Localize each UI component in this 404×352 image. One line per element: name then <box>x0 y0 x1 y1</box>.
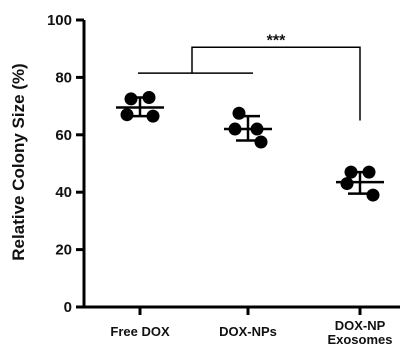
data-point <box>232 106 246 120</box>
x-tick-label: DOX-NPs <box>219 324 277 339</box>
group-1 <box>116 90 164 123</box>
data-point <box>366 188 380 202</box>
data-marks <box>116 90 384 202</box>
data-point <box>120 108 134 122</box>
y-tick-label: 60 <box>55 127 72 144</box>
significance-bracket: *** <box>138 32 361 121</box>
group-2 <box>224 106 272 149</box>
y-tick-label: 40 <box>55 184 72 201</box>
data-point <box>254 135 268 149</box>
y-tick-label: 0 <box>64 299 72 316</box>
data-point <box>146 109 160 123</box>
y-axis-label: Relative Colony Size (%) <box>9 63 28 260</box>
significance-label: *** <box>267 32 286 49</box>
x-tick-label: Free DOX <box>110 324 170 339</box>
group-3 <box>336 165 384 202</box>
y-tick-label: 100 <box>47 12 72 29</box>
bracket-main <box>191 46 361 121</box>
y-tick-label: 80 <box>55 69 72 86</box>
x-tick-label: Exosomes <box>327 332 392 347</box>
data-point <box>340 177 354 191</box>
y-ticks: 0 20 40 60 80 100 <box>47 12 84 316</box>
y-tick-label: 20 <box>55 242 72 259</box>
x-tick-label: DOX-NP <box>335 318 386 333</box>
data-point <box>124 92 138 106</box>
axes <box>82 20 400 309</box>
